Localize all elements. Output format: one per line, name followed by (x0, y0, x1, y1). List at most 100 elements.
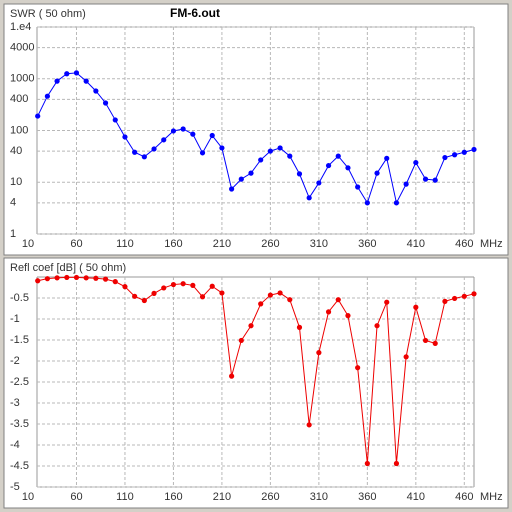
data-point (345, 165, 351, 171)
data-point (161, 285, 167, 291)
data-point (141, 154, 147, 160)
data-point (452, 152, 458, 158)
data-point (306, 422, 312, 428)
x-tick-label: 210 (213, 491, 231, 503)
data-point (73, 274, 80, 281)
data-point (209, 132, 215, 139)
x-tick-label: 10 (22, 238, 34, 250)
data-point (170, 281, 177, 288)
data-point (54, 78, 60, 84)
x-tick-label: 110 (116, 238, 134, 250)
data-point (355, 184, 361, 190)
data-point (35, 113, 41, 119)
y-tick-label: -1 (10, 313, 20, 325)
x-tick-label: 410 (407, 238, 425, 250)
x-tick-label: 110 (116, 491, 134, 503)
x-tick-label: 60 (70, 491, 82, 503)
series-line (37, 72, 475, 205)
data-point (296, 171, 303, 177)
data-point (199, 150, 206, 156)
data-point (102, 100, 109, 106)
data-point (190, 282, 196, 288)
data-point (248, 323, 254, 329)
data-point (219, 145, 225, 151)
data-point (403, 181, 409, 187)
data-point (83, 78, 89, 84)
data-point (93, 88, 99, 94)
data-point (258, 157, 264, 163)
data-point (471, 146, 477, 153)
x-tick-label: 360 (358, 238, 376, 250)
y-tick-label: 4000 (10, 41, 34, 53)
data-point (267, 148, 273, 154)
x-tick-label: 160 (164, 491, 182, 503)
data-point (442, 154, 448, 161)
y-tick-label: -5 (10, 481, 20, 493)
data-point (209, 283, 215, 289)
data-point (112, 279, 118, 285)
data-point (238, 337, 244, 344)
data-point (316, 180, 322, 186)
data-point (248, 170, 254, 176)
data-point (83, 275, 89, 281)
x-tick-label: 160 (164, 238, 182, 250)
data-point (35, 278, 41, 284)
data-point (151, 146, 157, 152)
data-point (422, 176, 429, 182)
data-point (403, 354, 409, 360)
data-point (335, 153, 341, 159)
data-point (219, 290, 225, 296)
data-point (277, 145, 283, 151)
data-point (190, 131, 196, 137)
data-point (258, 301, 264, 307)
data-point (170, 128, 177, 134)
data-point (122, 284, 128, 290)
data-point (325, 309, 332, 315)
data-point (199, 294, 206, 300)
y-tick-label: -0.5 (10, 292, 29, 304)
data-point (238, 176, 244, 182)
data-point (64, 274, 70, 281)
y-tick-label: -4.5 (10, 460, 29, 472)
data-point (461, 149, 467, 155)
x-tick-label: 310 (310, 238, 328, 250)
data-point (393, 200, 400, 206)
bottom-panel (3, 257, 509, 509)
data-point (461, 293, 467, 299)
y-tick-label: 1000 (10, 73, 34, 85)
y-tick-label: 1.e4 (10, 21, 31, 33)
data-point (316, 350, 322, 356)
data-point (471, 291, 477, 297)
data-point (374, 170, 380, 176)
data-point (374, 323, 380, 329)
data-point (296, 324, 303, 330)
data-point (432, 177, 438, 183)
y-tick-label: 10 (10, 176, 22, 188)
data-point (442, 298, 448, 304)
data-point (335, 297, 341, 303)
y-tick-label: 40 (10, 145, 22, 157)
data-point (93, 275, 99, 281)
x-tick-label: 460 (455, 238, 473, 250)
data-point (345, 313, 351, 319)
data-point (54, 275, 60, 281)
data-point (422, 337, 429, 344)
data-point (132, 293, 138, 299)
data-point (122, 134, 128, 140)
y-tick-label: -1.5 (10, 334, 29, 346)
y-tick-label: 1 (10, 228, 16, 240)
data-point (364, 460, 370, 467)
x-tick-label: 310 (310, 491, 328, 503)
data-point (44, 276, 50, 282)
x-axis-label: MHz (480, 238, 503, 250)
x-tick-label: 460 (455, 491, 473, 503)
chart-title: Refl coef [dB] ( 50 ohm) (10, 262, 126, 274)
y-tick-label: -2 (10, 355, 20, 367)
data-point (393, 460, 400, 467)
data-point (102, 276, 109, 282)
x-tick-label: 260 (261, 491, 279, 503)
chart-title: SWR ( 50 ohm) (10, 8, 86, 20)
data-point (141, 297, 147, 304)
data-point (73, 70, 80, 76)
data-point (364, 200, 370, 206)
